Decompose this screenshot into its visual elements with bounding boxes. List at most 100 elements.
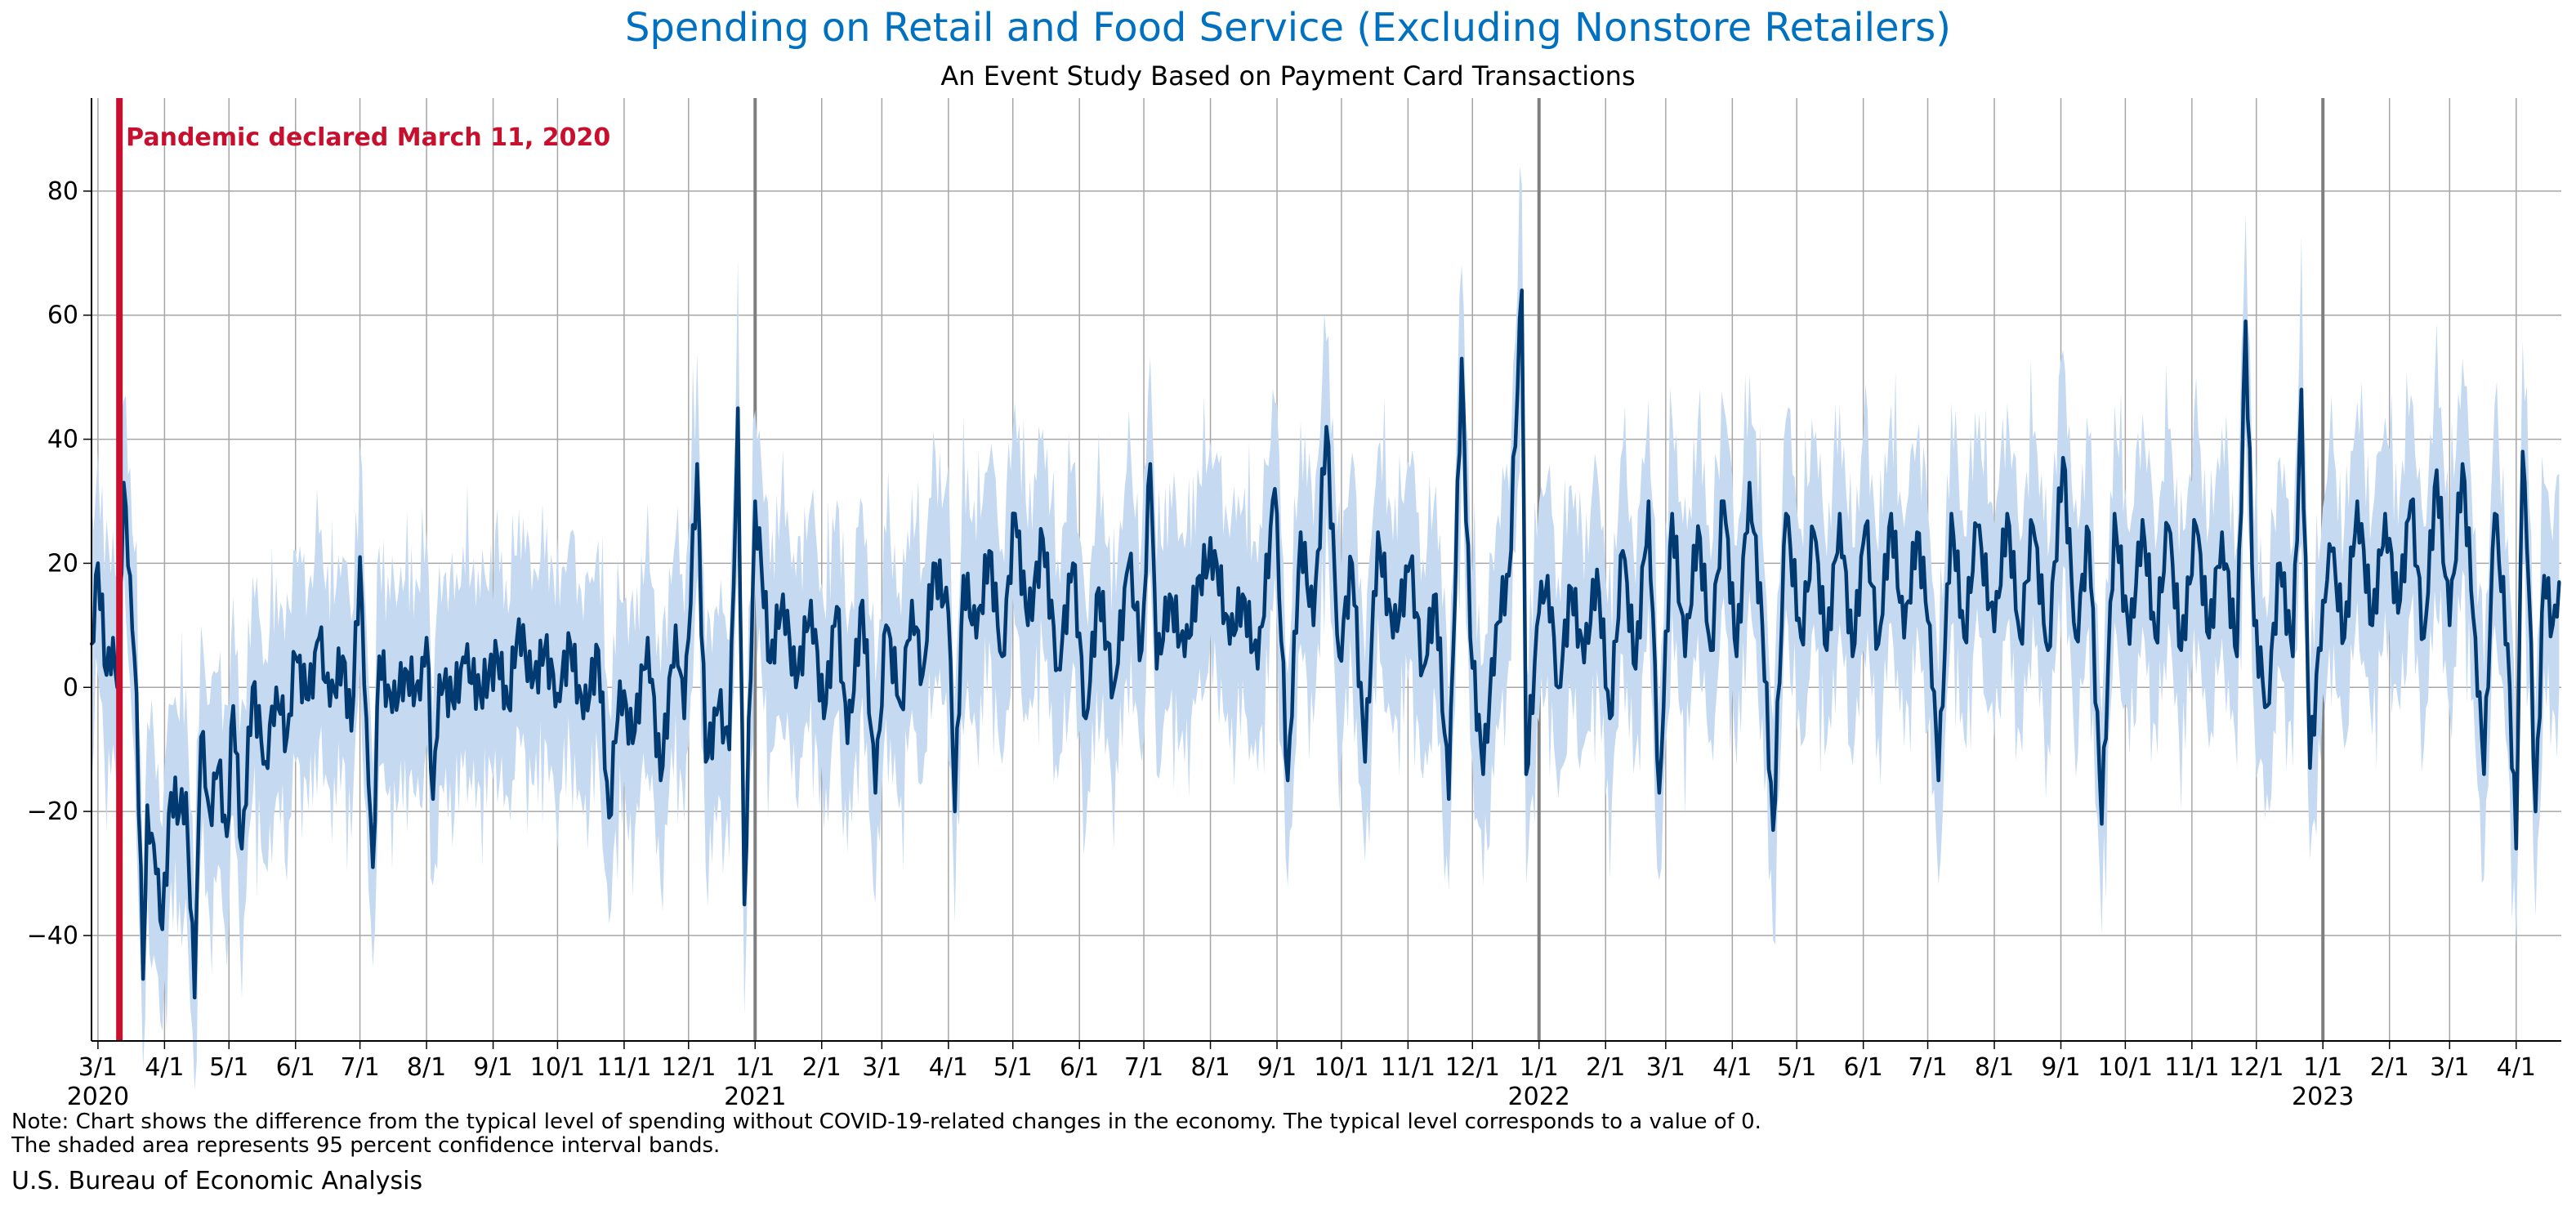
data-point <box>225 834 229 838</box>
data-point <box>350 729 354 733</box>
data-point <box>1421 667 1425 671</box>
data-point <box>1376 530 1380 534</box>
data-point <box>184 791 188 795</box>
x-year-label: 2020 <box>67 1083 129 1111</box>
data-point <box>2534 810 2538 814</box>
x-tick-label: 10/1 <box>1314 1053 1368 1082</box>
data-point <box>208 810 212 814</box>
data-point <box>1864 524 1868 528</box>
data-point <box>2551 623 2555 628</box>
data-point <box>478 691 482 695</box>
y-tick-label: −40 <box>27 922 78 950</box>
data-point <box>2220 530 2224 534</box>
data-point <box>1468 636 1472 640</box>
data-point <box>275 686 279 690</box>
x-tick-label: 1/1 <box>735 1053 775 1082</box>
data-point <box>1240 592 1244 596</box>
data-point <box>2252 623 2257 628</box>
data-point <box>2113 511 2117 516</box>
data-point <box>768 660 772 664</box>
data-point <box>154 872 158 876</box>
data-point <box>169 791 173 795</box>
data-point <box>1634 667 1638 671</box>
data-point <box>2473 636 2477 640</box>
data-point <box>1000 654 1004 659</box>
data-point <box>727 748 731 752</box>
data-point <box>2527 592 2531 596</box>
data-point <box>1351 561 1355 565</box>
data-point <box>341 654 345 659</box>
chart-subtitle: An Event Study Based on Payment Card Tra… <box>940 60 1636 92</box>
data-point <box>1434 592 1438 596</box>
pandemic-annotation-label: Pandemic declared March 11, 2020 <box>126 123 610 152</box>
data-point <box>263 760 267 764</box>
data-point <box>835 605 839 609</box>
data-point <box>975 636 979 640</box>
data-point <box>2154 636 2158 640</box>
data-point <box>2018 636 2022 640</box>
x-tick-label: 8/1 <box>407 1053 446 1082</box>
data-point <box>2100 822 2104 826</box>
data-point <box>463 660 467 664</box>
data-point <box>2321 598 2325 602</box>
data-point <box>2435 468 2439 472</box>
data-point <box>2409 499 2413 503</box>
data-point <box>569 642 573 646</box>
data-point <box>931 561 935 565</box>
data-point <box>2422 636 2426 640</box>
x-tick-label: 4/1 <box>145 1053 184 1082</box>
data-point <box>364 717 368 721</box>
data-point <box>1962 636 1967 640</box>
data-point <box>1936 779 1940 783</box>
data-point <box>946 611 950 615</box>
x-tick-label: 4/1 <box>929 1053 968 1082</box>
data-point <box>1391 636 1395 640</box>
data-point <box>240 846 244 851</box>
data-point <box>760 568 764 571</box>
data-point <box>1198 574 1202 578</box>
data-point <box>2179 648 2183 652</box>
data-point <box>2542 574 2546 578</box>
data-point <box>1824 648 1828 652</box>
data-point <box>1311 623 1315 628</box>
data-point <box>781 592 785 596</box>
data-point <box>122 480 126 485</box>
data-point <box>328 704 332 708</box>
x-tick-label: 7/1 <box>1124 1053 1163 1082</box>
data-point <box>2141 518 2145 522</box>
data-point <box>2308 766 2312 770</box>
data-point <box>743 902 747 906</box>
spending-series-line <box>90 288 2561 1000</box>
x-tick-label: 9/1 <box>473 1053 512 1082</box>
x-year-label: 2023 <box>2292 1083 2354 1111</box>
data-point <box>884 623 888 628</box>
x-year-label: 2022 <box>1508 1083 1570 1111</box>
x-tick-label: 11/1 <box>2164 1053 2219 1082</box>
y-tick-label: 0 <box>63 673 78 702</box>
data-point <box>306 698 310 702</box>
x-tick-label: 5/1 <box>993 1053 1033 1082</box>
data-point <box>1112 686 1116 690</box>
data-point <box>2355 499 2359 503</box>
x-tick-label: 2/1 <box>802 1053 842 1082</box>
x-tick-label: 1/1 <box>1520 1053 1559 1082</box>
data-point <box>1709 648 1713 652</box>
data-point <box>2506 642 2510 646</box>
data-point <box>1993 629 1997 633</box>
data-point <box>317 636 321 640</box>
data-point <box>2299 387 2303 391</box>
x-tick-label: 9/1 <box>2041 1053 2080 1082</box>
data-point <box>193 995 197 999</box>
source-credit: U.S. Bureau of Economic Analysis <box>11 1167 423 1195</box>
data-point <box>217 766 221 770</box>
data-point <box>1084 717 1088 721</box>
data-point <box>695 462 699 466</box>
data-point <box>2061 456 2065 460</box>
data-point <box>1670 511 1674 516</box>
data-point <box>358 555 362 559</box>
data-point <box>2046 648 2050 652</box>
data-point <box>860 598 864 602</box>
x-tick-label: 5/1 <box>209 1053 248 1082</box>
data-point <box>1167 592 1172 596</box>
data-point <box>2383 511 2387 516</box>
